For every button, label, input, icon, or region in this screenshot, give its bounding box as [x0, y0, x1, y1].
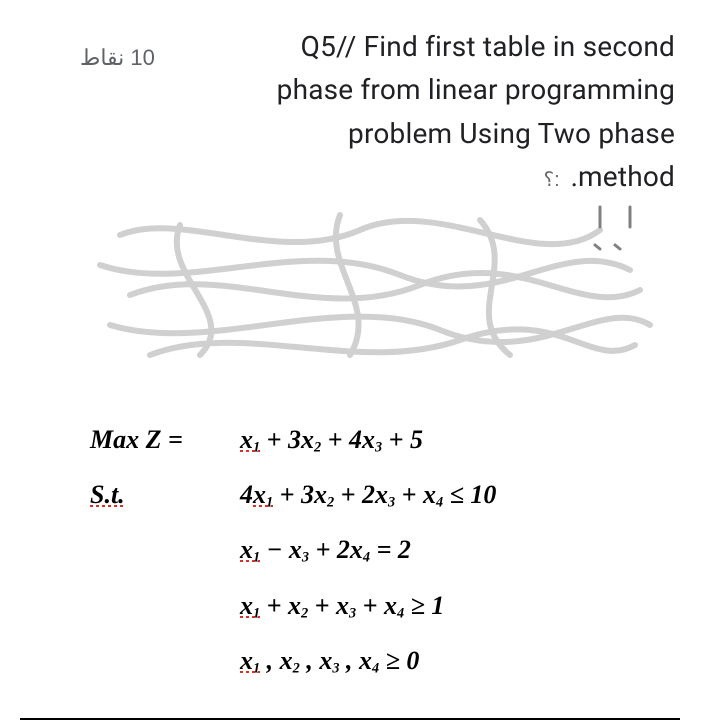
bottom-divider [20, 718, 680, 720]
nonneg: x1 , x2 , x3 , x4 ≥ 0 [240, 636, 419, 685]
c3-row: x1 + x2 + x3 + x4 ≥ 1 [90, 581, 680, 630]
question-text: Q5// Find first table in second phase fr… [170, 25, 675, 199]
question-header: 10 نقاط Q5// Find first table in second … [40, 20, 680, 209]
c2-row: x1 − x3 + 2x4 = 2 [90, 525, 680, 574]
question-line-3: problem Using Two phase [348, 117, 675, 150]
constraint-2: x1 − x3 + 2x4 = 2 [240, 525, 411, 574]
constraint-3: x1 + x2 + x3 + x4 ≥ 1 [240, 581, 444, 630]
page-root: 10 نقاط Q5// Find first table in second … [0, 0, 720, 726]
question-line-4-prefix: ؟: [544, 169, 560, 191]
scribble-svg [40, 205, 680, 385]
objective-label: Max Z = [90, 415, 240, 464]
question-line-2: phase from linear programming [277, 73, 675, 106]
objective-row: Max Z = x1 + 3x2 + 4x3 + 5 [90, 415, 680, 464]
math-block: Max Z = x1 + 3x2 + 4x3 + 5 S.t. 4x1 + 3x… [90, 415, 680, 686]
points-badge: 10 نقاط [80, 45, 155, 71]
scribble-redaction [40, 205, 680, 385]
c4-row: x1 , x2 , x3 , x4 ≥ 0 [90, 636, 680, 685]
st-row: S.t. 4x1 + 3x2 + 2x3 + x4 ≤ 10 [90, 470, 680, 519]
question-line-4: .method [571, 160, 675, 193]
st-label: S.t. [90, 470, 240, 519]
constraint-1: 4x1 + 3x2 + 2x3 + x4 ≤ 10 [240, 470, 496, 519]
objective-expr: x1 + 3x2 + 4x3 + 5 [240, 415, 423, 464]
question-line-1: Q5// Find first table in second [301, 30, 675, 63]
